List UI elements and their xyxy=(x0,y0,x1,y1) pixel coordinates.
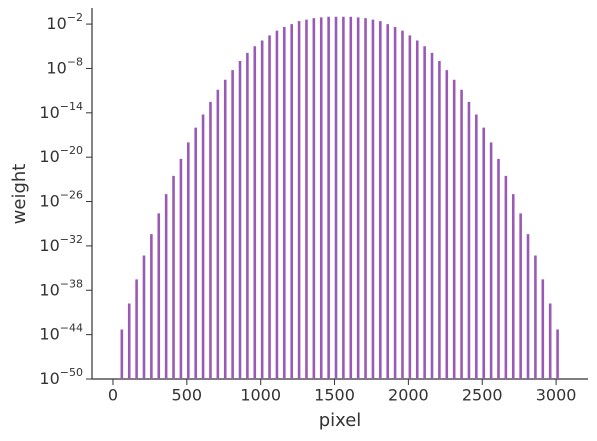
x-tick-label: 1000 xyxy=(240,386,281,405)
y-tick-label: 10−8 xyxy=(46,55,83,77)
y-tick-label: 10−50 xyxy=(39,366,83,388)
y-tick-label: 10−20 xyxy=(39,144,83,166)
y-tick-label: 10−38 xyxy=(39,277,83,299)
x-tick-label: 3000 xyxy=(536,386,577,405)
y-tick-label: 10−2 xyxy=(46,11,83,33)
y-tick-label: 10−44 xyxy=(39,322,83,344)
y-tick-label: 10−26 xyxy=(39,189,83,211)
y-axis-label: weight xyxy=(9,164,30,225)
x-tick-label: 1500 xyxy=(314,386,355,405)
x-tick-label: 500 xyxy=(172,386,203,405)
x-tick-label: 2500 xyxy=(462,386,503,405)
x-tick-label: 0 xyxy=(108,386,118,405)
x-tick-label: 2000 xyxy=(388,386,429,405)
y-tick-label: 10−32 xyxy=(39,233,83,255)
y-tick-label: 10−14 xyxy=(39,100,83,122)
x-axis-label: pixel xyxy=(319,410,362,431)
